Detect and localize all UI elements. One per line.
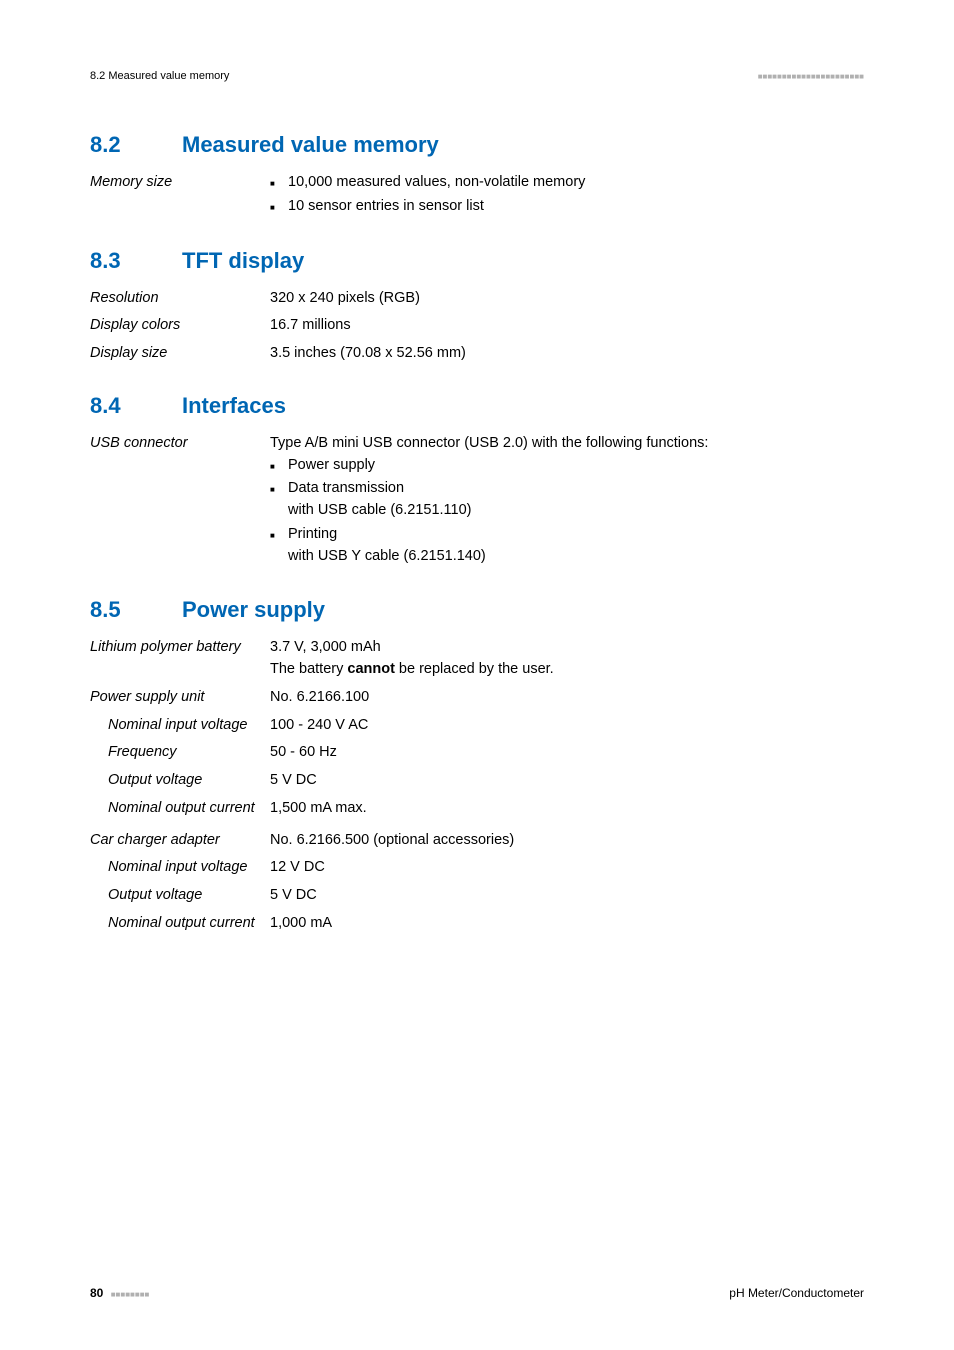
spec-value: No. 6.2166.500 (optional accessories) bbox=[270, 830, 864, 852]
spec-row-psu-frequency: Frequency 50 - 60 Hz bbox=[90, 742, 864, 764]
spec-label: Power supply unit bbox=[90, 687, 270, 709]
battery-line2-pre: The battery bbox=[270, 661, 347, 677]
section-number: 8.4 bbox=[90, 393, 182, 419]
spec-row-psu: Power supply unit No. 6.2166.100 bbox=[90, 687, 864, 709]
spec-value: 5 V DC bbox=[270, 770, 864, 792]
page: 8.2 Measured value memory ■■■■■■■■■■■■■■… bbox=[0, 0, 954, 1350]
spec-label: Resolution bbox=[90, 288, 270, 310]
footer-left: 80 ■■■■■■■■ bbox=[90, 1286, 149, 1300]
section-number: 8.3 bbox=[90, 248, 182, 274]
spec-value: 3.7 V, 3,000 mAh The battery cannot be r… bbox=[270, 637, 864, 681]
spec-row-car-nominal-output: Nominal output current 1,000 mA bbox=[90, 913, 864, 935]
footer-right: pH Meter/Conductometer bbox=[729, 1286, 864, 1300]
battery-line2-post: be replaced by the user. bbox=[395, 661, 554, 677]
section-title: Measured value memory bbox=[182, 132, 439, 157]
list-item: 10,000 measured values, non-volatile mem… bbox=[288, 172, 864, 194]
list-item: 10 sensor entries in sensor list bbox=[288, 196, 864, 218]
list-item-text: Data transmission bbox=[288, 480, 404, 496]
spec-label: Display colors bbox=[90, 315, 270, 337]
header-section-label: 8.2 Measured value memory bbox=[90, 70, 229, 82]
spec-label: Output voltage bbox=[90, 770, 270, 792]
spec-row-psu-output-voltage: Output voltage 5 V DC bbox=[90, 770, 864, 792]
spec-value: 1,500 mA max. bbox=[270, 798, 864, 820]
page-number: 80 bbox=[90, 1286, 103, 1300]
spec-label: Nominal input voltage bbox=[90, 857, 270, 879]
spec-value: 10,000 measured values, non-volatile mem… bbox=[270, 172, 864, 220]
section-heading-8-2: 8.2Measured value memory bbox=[90, 132, 864, 158]
spec-row-display-size: Display size 3.5 inches (70.08 x 52.56 m… bbox=[90, 343, 864, 365]
spec-row-display-colors: Display colors 16.7 millions bbox=[90, 315, 864, 337]
list-item-text: Printing bbox=[288, 526, 337, 542]
battery-line1: 3.7 V, 3,000 mAh bbox=[270, 637, 864, 659]
spec-label: Frequency bbox=[90, 742, 270, 764]
spec-row-memory-size: Memory size 10,000 measured values, non-… bbox=[90, 172, 864, 220]
spec-label: Nominal output current bbox=[90, 913, 270, 935]
spec-row-car-nominal-input: Nominal input voltage 12 V DC bbox=[90, 857, 864, 879]
list-item: Printing with USB Y cable (6.2151.140) bbox=[288, 524, 864, 568]
list-item: Data transmission with USB cable (6.2151… bbox=[288, 478, 864, 522]
spec-row-usb-connector: USB connector Type A/B mini USB connecto… bbox=[90, 433, 864, 570]
section-heading-8-4: 8.4Interfaces bbox=[90, 393, 864, 419]
spec-label: USB connector bbox=[90, 433, 270, 570]
spec-intro: Type A/B mini USB connector (USB 2.0) wi… bbox=[270, 433, 864, 455]
spec-row-battery: Lithium polymer battery 3.7 V, 3,000 mAh… bbox=[90, 637, 864, 681]
spec-value: 320 x 240 pixels (RGB) bbox=[270, 288, 864, 310]
spec-label: Car charger adapter bbox=[90, 830, 270, 852]
spec-value: 5 V DC bbox=[270, 885, 864, 907]
section-number: 8.2 bbox=[90, 132, 182, 158]
spec-value: 12 V DC bbox=[270, 857, 864, 879]
spec-label: Output voltage bbox=[90, 885, 270, 907]
bullet-list: 10,000 measured values, non-volatile mem… bbox=[270, 172, 864, 218]
spec-row-psu-nominal-output: Nominal output current 1,500 mA max. bbox=[90, 798, 864, 820]
spec-value: No. 6.2166.100 bbox=[270, 687, 864, 709]
spec-label: Nominal output current bbox=[90, 798, 270, 820]
spec-label: Nominal input voltage bbox=[90, 715, 270, 737]
section-heading-8-5: 8.5Power supply bbox=[90, 597, 864, 623]
page-header: 8.2 Measured value memory ■■■■■■■■■■■■■■… bbox=[90, 70, 864, 82]
spec-value: 50 - 60 Hz bbox=[270, 742, 864, 764]
spec-label: Lithium polymer battery bbox=[90, 637, 270, 681]
section-number: 8.5 bbox=[90, 597, 182, 623]
battery-line2: The battery cannot be replaced by the us… bbox=[270, 659, 864, 681]
spec-row-car-charger: Car charger adapter No. 6.2166.500 (opti… bbox=[90, 830, 864, 852]
spec-label: Display size bbox=[90, 343, 270, 365]
footer-decoration: ■■■■■■■■ bbox=[111, 1290, 150, 1299]
spec-value: 100 - 240 V AC bbox=[270, 715, 864, 737]
spec-label: Memory size bbox=[90, 172, 270, 220]
header-decoration: ■■■■■■■■■■■■■■■■■■■■■■ bbox=[758, 72, 864, 81]
list-item-subtext: with USB Y cable (6.2151.140) bbox=[288, 546, 864, 568]
list-item: Power supply bbox=[288, 455, 864, 477]
list-item-subtext: with USB cable (6.2151.110) bbox=[288, 500, 864, 522]
spec-value: 1,000 mA bbox=[270, 913, 864, 935]
section-heading-8-3: 8.3TFT display bbox=[90, 248, 864, 274]
bullet-list: Power supply Data transmission with USB … bbox=[270, 455, 864, 568]
section-title: Power supply bbox=[182, 597, 325, 622]
spec-row-psu-nominal-input: Nominal input voltage 100 - 240 V AC bbox=[90, 715, 864, 737]
spec-value: 3.5 inches (70.08 x 52.56 mm) bbox=[270, 343, 864, 365]
battery-line2-bold: cannot bbox=[347, 661, 395, 677]
section-title: Interfaces bbox=[182, 393, 286, 418]
spec-value: Type A/B mini USB connector (USB 2.0) wi… bbox=[270, 433, 864, 570]
spec-row-resolution: Resolution 320 x 240 pixels (RGB) bbox=[90, 288, 864, 310]
page-footer: 80 ■■■■■■■■ pH Meter/Conductometer bbox=[90, 1286, 864, 1300]
spec-row-car-output-voltage: Output voltage 5 V DC bbox=[90, 885, 864, 907]
spec-value: 16.7 millions bbox=[270, 315, 864, 337]
section-title: TFT display bbox=[182, 248, 304, 273]
